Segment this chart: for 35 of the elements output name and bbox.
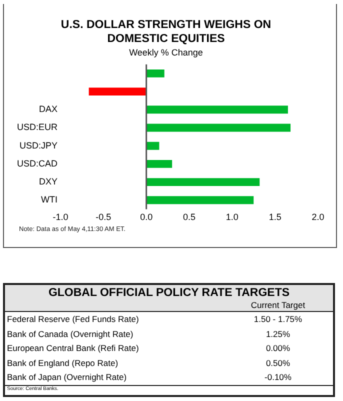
text: 0.00% xyxy=(266,343,290,354)
y-tick-label: DAX xyxy=(38,104,58,114)
category-label: Federal Reserve (Fed Funds Rate) xyxy=(7,314,140,324)
category-label: Bank of Canada (Overnight Rate) xyxy=(7,328,134,339)
y-tick-label: DXY xyxy=(38,176,58,187)
x-tick-label: 2.0 xyxy=(312,212,324,222)
bar xyxy=(146,160,172,168)
bar xyxy=(146,196,254,204)
bar xyxy=(146,124,291,132)
bar xyxy=(88,88,146,96)
x-tick-label: 0.5 xyxy=(182,212,196,222)
category-label: European Central Bank (Refi Rate) xyxy=(7,343,140,354)
y-tick-label: USD:EUR xyxy=(16,122,58,132)
bar xyxy=(146,106,288,114)
chart-title: U.S. DOLLAR STRENGTH WEIGHS ON DOMESTIC EQUITIES xyxy=(60,19,272,45)
chart-subtitle: Weekly % Change xyxy=(129,47,203,58)
category-label: Bank of England (Repo Rate) xyxy=(7,358,120,368)
x-tick-label: -0.5 xyxy=(96,212,112,222)
y-tick-label: USD:JPY xyxy=(19,140,58,150)
y-tick-label: WTI xyxy=(41,194,58,205)
text: 1.50 - 1.75% xyxy=(254,314,302,324)
bar xyxy=(146,178,260,186)
text: Current Target xyxy=(250,300,306,310)
y-tick-label: USD:CAD xyxy=(16,158,58,168)
text: 1.25% xyxy=(266,328,290,339)
x-tick-label: 1.5 xyxy=(268,212,282,222)
x-tick-label: -1.0 xyxy=(52,212,68,222)
category-label: Bank of Japan (Overnight Rate) xyxy=(7,372,128,382)
x-tick-label: 0.0 xyxy=(140,212,153,222)
x-tick-label: 1.0 xyxy=(226,212,238,222)
bar xyxy=(146,69,164,78)
text: -0.10% xyxy=(264,372,292,382)
text: GLOBAL OFFICIAL POLICY RATE TARGETS xyxy=(47,286,291,299)
bar xyxy=(146,142,160,150)
text: 0.50% xyxy=(266,358,290,368)
